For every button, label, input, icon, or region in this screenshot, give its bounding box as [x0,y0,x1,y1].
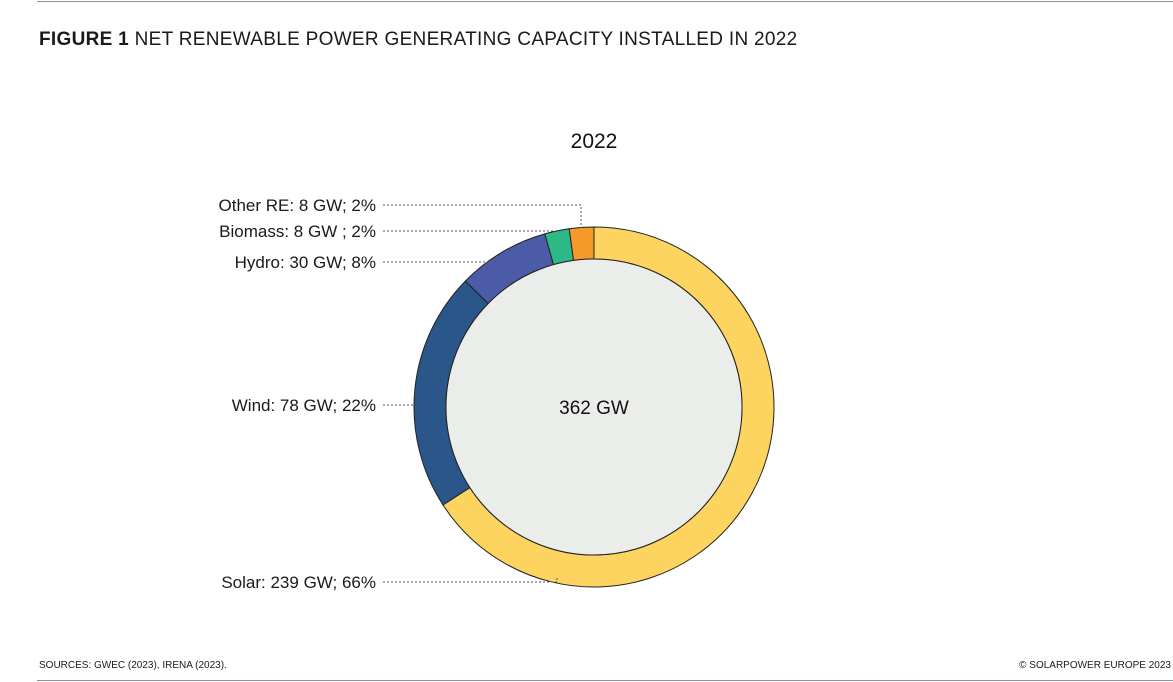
leader-line-solar [383,578,558,583]
copyright-note: © SOLARPOWER EUROPE 2023 [1019,660,1171,671]
label-biomass: Biomass: 8 GW ; 2% [219,222,376,241]
slice-other-re [568,226,595,261]
sources-note: SOURCES: GWEC (2023), IRENA (2023). [39,660,227,671]
center-label: 362 GW [559,398,629,419]
figure-label: FIGURE 1 [39,29,130,50]
label-wind: Wind: 78 GW; 22% [232,396,376,415]
label-other-re: Other RE: 8 GW; 2% [219,196,376,215]
figure-title: FIGURE 1 NET RENEWABLE POWER GENERATING … [39,29,798,51]
donut-center [445,258,743,556]
figure-title-text: NET RENEWABLE POWER GENERATING CAPACITY … [134,29,798,50]
label-hydro: Hydro: 30 GW; 8% [235,253,376,272]
top-rule [37,1,1173,2]
bottom-rule [37,680,1173,681]
chart-title: 2022 [571,130,618,153]
label-solar: Solar: 239 GW; 66% [221,573,376,592]
leader-line-other-re [383,204,582,228]
